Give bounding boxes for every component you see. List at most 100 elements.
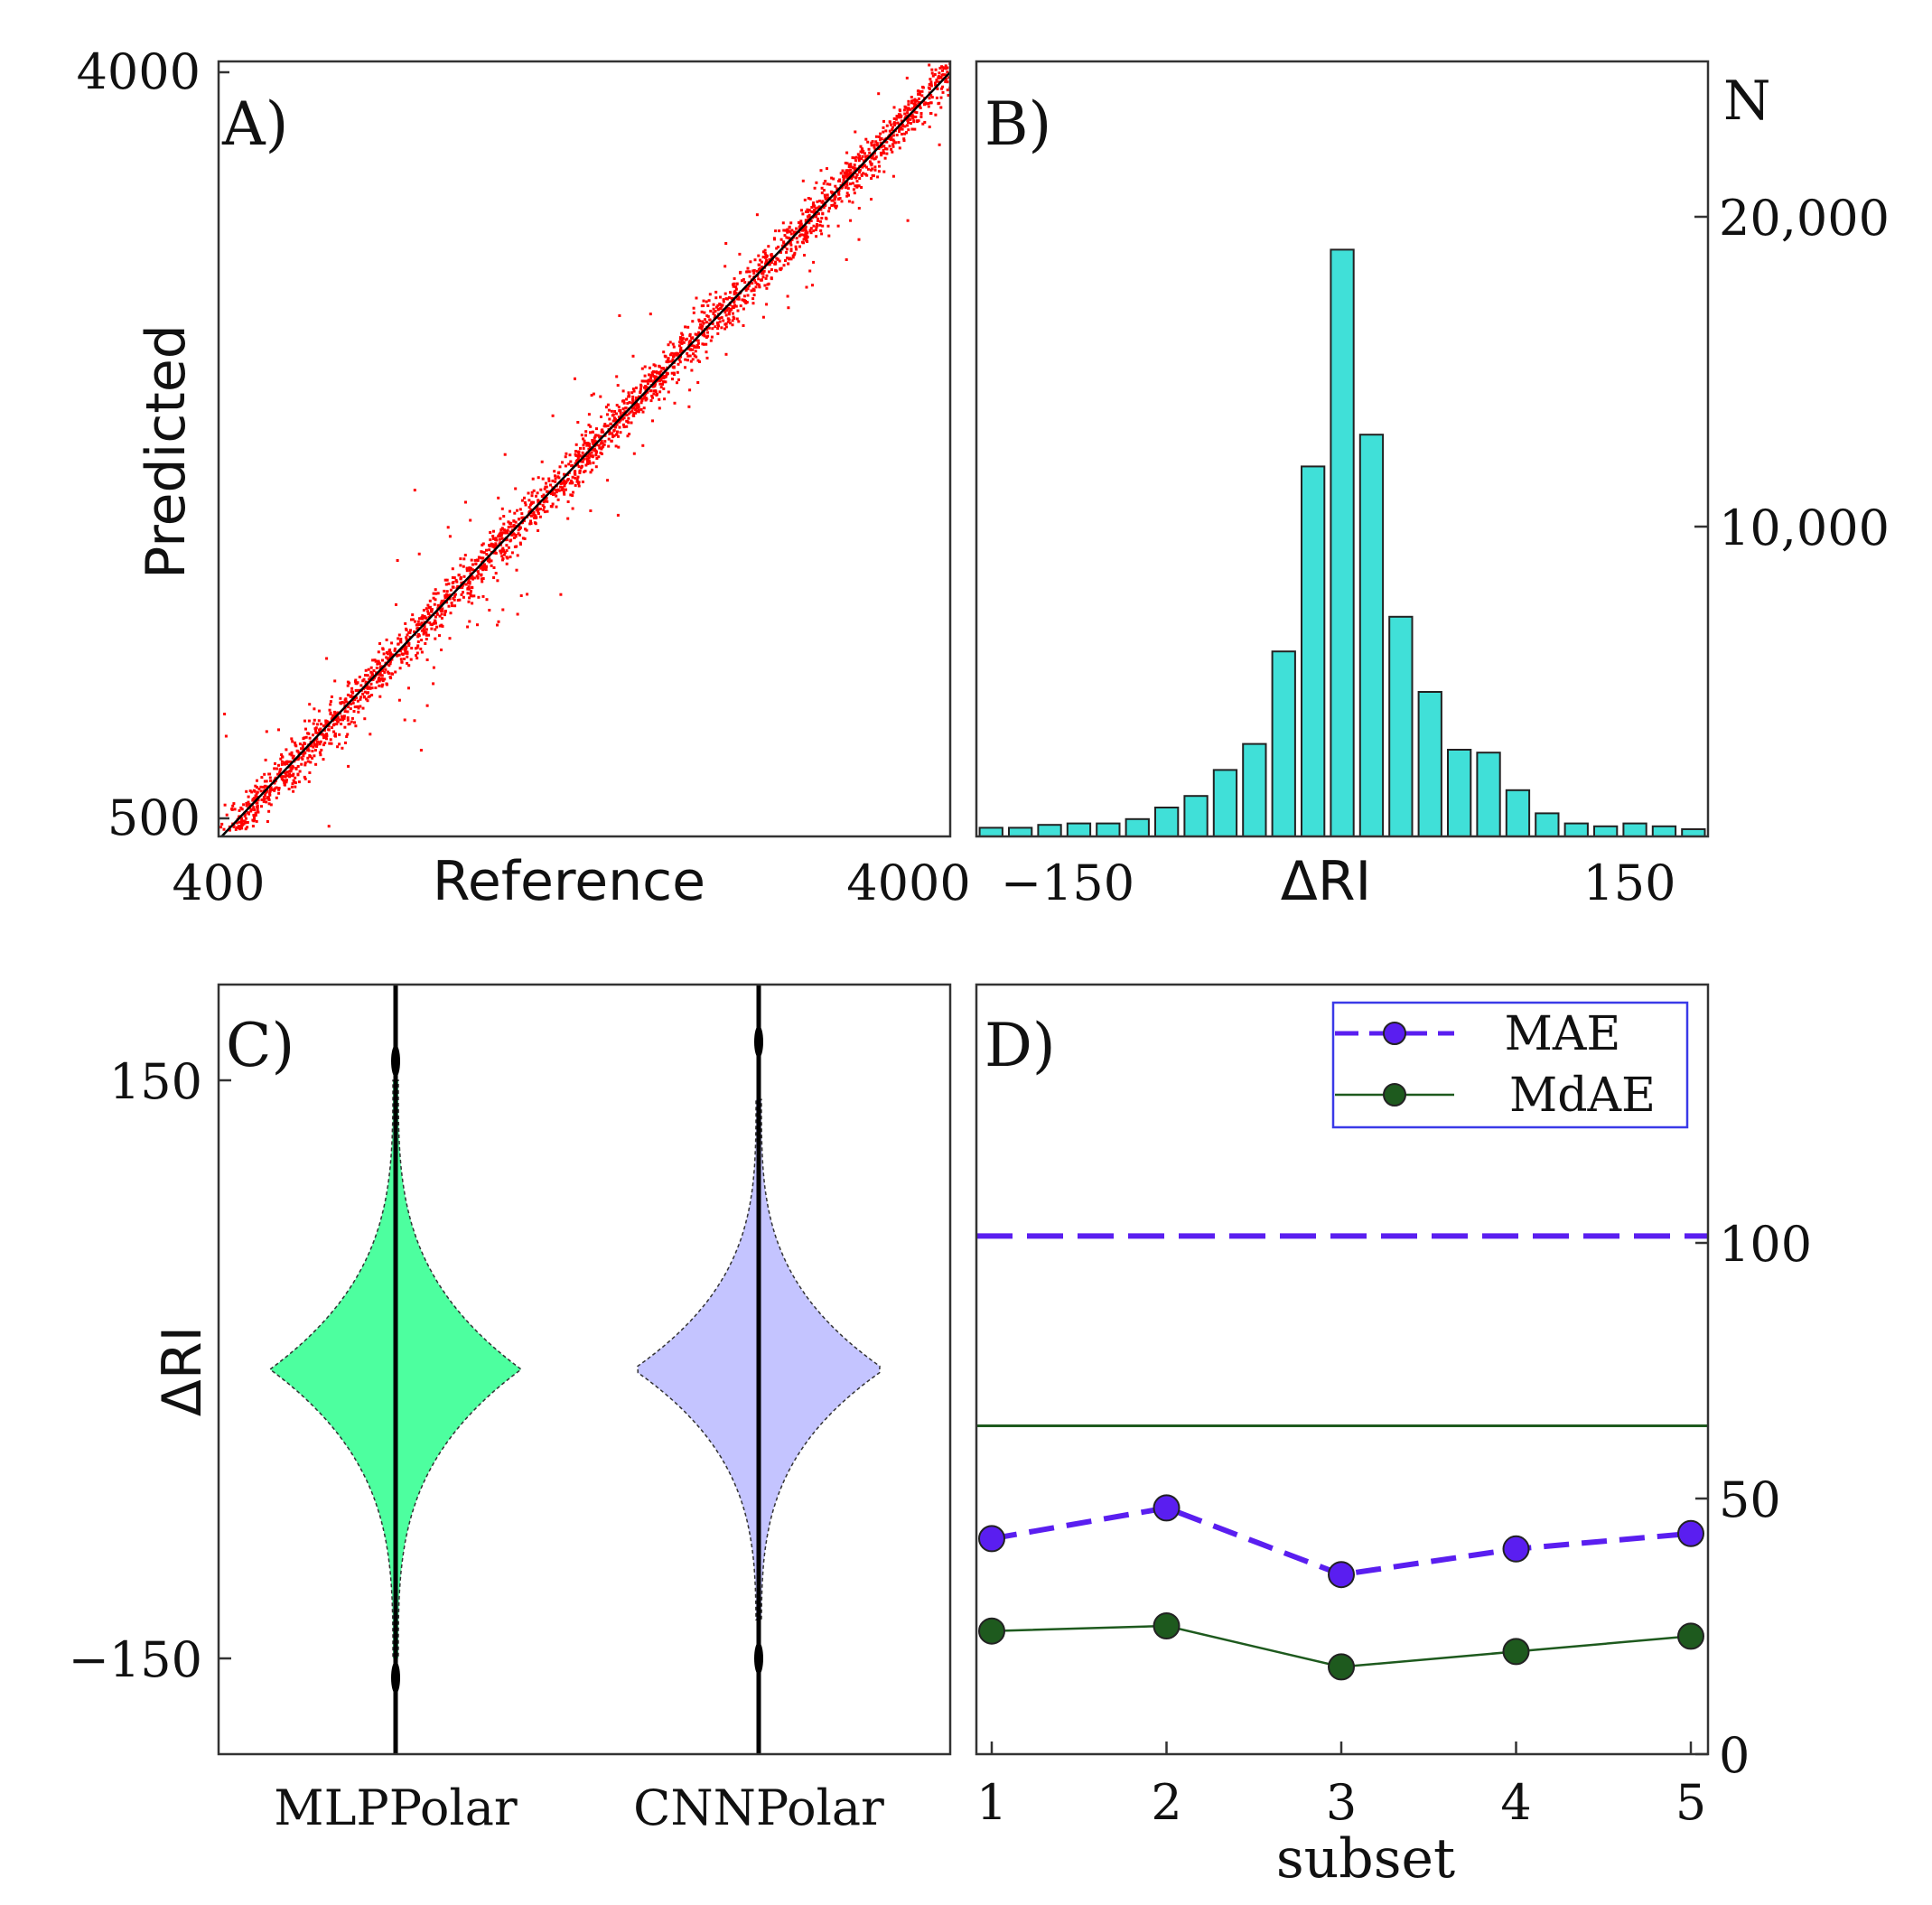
- x-tick-label: −150: [1001, 854, 1134, 911]
- scatter-point: [546, 490, 549, 493]
- scatter-point: [930, 96, 934, 99]
- scatter-point: [520, 512, 524, 516]
- scatter-point: [253, 808, 257, 811]
- scatter-point: [789, 249, 793, 253]
- scatter-point: [533, 521, 537, 525]
- scatter-point: [444, 610, 447, 612]
- scatter-point: [567, 462, 571, 466]
- scatter-point: [308, 703, 312, 706]
- scatter-point: [593, 448, 596, 452]
- scatter-point: [504, 529, 508, 533]
- scatter-point: [752, 294, 756, 297]
- scatter-point: [817, 212, 820, 216]
- scatter-point: [877, 92, 881, 96]
- scatter-point: [312, 733, 314, 737]
- scatter-point: [662, 380, 666, 384]
- scatter-point: [509, 509, 511, 513]
- scatter-point: [561, 461, 564, 464]
- scatter-point: [632, 452, 636, 455]
- scatter-point: [742, 324, 745, 327]
- scatter-point: [471, 577, 474, 581]
- scatter-point: [934, 68, 938, 71]
- scatter-point: [789, 232, 793, 236]
- scatter-point: [725, 297, 729, 301]
- scatter-point: [361, 692, 365, 696]
- scatter-point: [859, 150, 863, 154]
- scatter-point: [502, 528, 506, 532]
- scatter-point: [436, 592, 440, 595]
- scatter-point: [619, 409, 622, 413]
- scatter-point: [308, 771, 312, 774]
- scatter-point: [729, 291, 732, 294]
- scatter-point: [434, 619, 436, 622]
- scatter-point: [811, 203, 815, 207]
- scatter-point: [929, 80, 933, 84]
- scatter-point: [536, 491, 539, 495]
- y-tick-label: 4000: [77, 43, 201, 100]
- scatter-point: [930, 71, 934, 75]
- scatter-point: [404, 644, 407, 648]
- scatter-point: [476, 623, 479, 627]
- scatter-point: [742, 294, 746, 298]
- scatter-point: [755, 283, 759, 285]
- scatter-point: [291, 764, 294, 768]
- scatter-point: [440, 609, 443, 612]
- scatter-point: [320, 748, 323, 752]
- scatter-point: [433, 602, 436, 606]
- scatter-point: [279, 768, 283, 771]
- scatter-point: [593, 436, 596, 440]
- scatter-point: [372, 669, 376, 672]
- scatter-point: [626, 420, 630, 424]
- scatter-point: [563, 492, 566, 496]
- scatter-point: [611, 419, 615, 423]
- histogram-bar: [1037, 824, 1062, 838]
- scatter-point: [722, 300, 725, 303]
- scatter-point: [571, 475, 574, 479]
- scatter-point: [898, 127, 901, 131]
- scatter-point: [612, 434, 616, 438]
- scatter-point: [255, 792, 258, 796]
- scatter-point: [255, 801, 258, 805]
- scatter-point: [644, 379, 648, 383]
- scatter-point: [746, 294, 750, 297]
- scatter-point: [813, 208, 817, 211]
- scatter-point: [744, 288, 748, 292]
- scatter-point: [589, 431, 592, 434]
- scatter-point: [519, 594, 523, 597]
- scatter-point: [410, 647, 414, 650]
- scatter-point: [256, 786, 258, 789]
- scatter-point: [536, 509, 539, 513]
- scatter-point: [819, 208, 823, 211]
- scatter-point: [564, 464, 567, 468]
- scatter-point: [692, 306, 695, 310]
- scatter-point: [269, 803, 273, 807]
- scatter-point: [351, 691, 355, 695]
- scatter-point: [455, 580, 459, 584]
- scatter-point: [583, 442, 586, 445]
- scatter-point: [611, 414, 614, 417]
- scatter-point: [911, 117, 915, 120]
- scatter-point: [824, 195, 827, 199]
- scatter-point: [690, 336, 694, 340]
- scatter-point: [267, 809, 271, 813]
- scatter-point: [677, 344, 681, 348]
- scatter-point: [584, 430, 588, 434]
- scatter-point: [907, 103, 910, 107]
- scatter-point: [773, 262, 777, 266]
- scatter-point: [490, 542, 493, 546]
- histogram-bar: [1066, 822, 1092, 837]
- scatter-point: [464, 583, 468, 586]
- scatter-point: [855, 180, 859, 183]
- scatter-point: [549, 483, 552, 487]
- scatter-point: [346, 693, 350, 696]
- scatter-point: [734, 304, 738, 308]
- scatter-point: [696, 381, 700, 384]
- scatter-point: [397, 653, 401, 657]
- scatter-point: [324, 722, 328, 725]
- scatter-point: [935, 79, 938, 81]
- scatter-point: [440, 649, 443, 651]
- scatter-point: [739, 270, 742, 274]
- scatter-point: [586, 459, 590, 462]
- scatter-point: [563, 480, 566, 483]
- scatter-point: [616, 513, 620, 517]
